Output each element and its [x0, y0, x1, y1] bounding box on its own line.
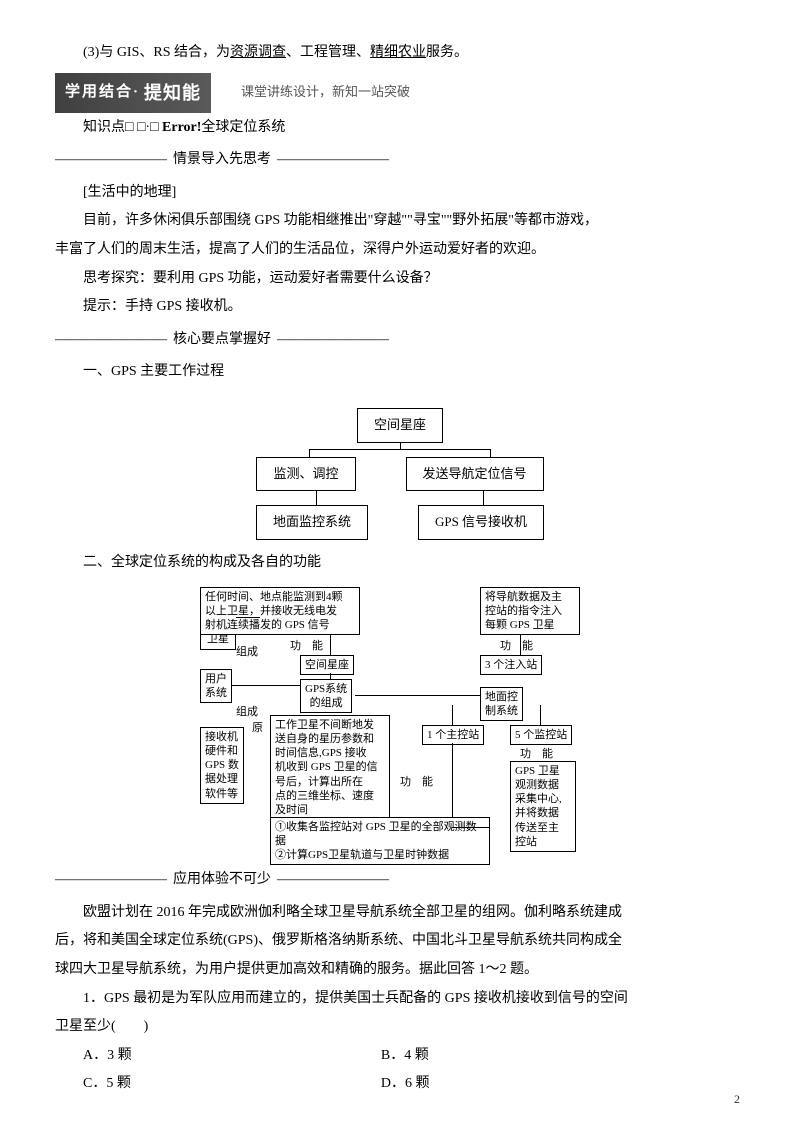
q1-opt-d[interactable]: D．6 颗 — [381, 1071, 679, 1098]
d1-box-5: GPS 信号接收机 — [418, 505, 544, 540]
sec1-title: 一、GPS 主要工作过程 — [55, 359, 745, 386]
d2-func-br: 功 能 — [520, 747, 553, 761]
d2-1master: 1 个主控站 — [422, 725, 484, 745]
marker: □ □·□ — [125, 120, 162, 135]
d2-func-l: 功 能 — [290, 639, 323, 653]
d2-space: 空间星座 — [300, 655, 354, 675]
d2-func-r: 功 能 — [500, 639, 533, 653]
d2-5monitor: 5 个监控站 — [510, 725, 572, 745]
knowledge-point-title: 知识点□ □·□ Error!全球定位系统 — [55, 115, 745, 142]
divider-1: ———————— 情景导入先思考 ———————— — [55, 147, 745, 174]
dash-r: ———————— — [277, 867, 389, 894]
d2-func-b: 功 能 — [400, 775, 433, 789]
d1-box-2: 监测、调控 — [256, 457, 355, 492]
banner-emphasis: 提知能 — [144, 76, 201, 110]
q1-opt-b[interactable]: B．4 颗 — [381, 1043, 679, 1070]
life-p1: 目前，许多休闲俱乐部围绕 GPS 功能相继推出"穿越""寻宝""野外拓展"等都市… — [55, 208, 745, 235]
d2-ground: 地面控制系统 — [480, 687, 523, 722]
d1-box-top: 空间星座 — [357, 408, 443, 443]
divider-2: ———————— 核心要点掌握好 ———————— — [55, 327, 745, 354]
life-q: 思考探究：要利用 GPS 功能，运动爱好者需要什么设备？ — [55, 266, 745, 293]
d2-compose-2: 组成 — [236, 705, 258, 719]
life-p2: 丰富了人们的周末生活，提高了人们的生活品位，深得户外运动爱好者的欢迎。 — [55, 237, 745, 264]
kp-suffix: 全球定位系统 — [201, 120, 285, 135]
banner-label: 学用结合· — [65, 78, 140, 107]
divider-3: ———————— 应用体验不可少 ———————— — [55, 867, 745, 894]
diagram-2: 6 个轨道24 颗卫星 任何时间、地点能监测到4颗以上卫星，并接收无线电发射机连… — [55, 587, 745, 858]
dash-r: ———————— — [277, 327, 389, 354]
d2-compose-1: 组成 — [236, 645, 258, 659]
sec2-title: 二、全球定位系统的构成及各自的功能 — [55, 550, 745, 577]
q1-stem-a: 1．GPS 最初是为军队应用而建立的，提供美国士兵配备的 GPS 接收机接收到信… — [55, 986, 745, 1013]
divider-label: 核心要点掌握好 — [173, 327, 271, 354]
passage-p1: 欧盟计划在 2016 年完成欧洲伽利略全球卫星导航系统全部卫星的组网。伽利略系统… — [55, 900, 745, 927]
d2-user: 用户系统 — [200, 669, 232, 704]
d2-gps-sys: GPS系统的组成 — [300, 679, 352, 714]
dash-l: ———————— — [55, 147, 167, 174]
kp-prefix: 知识点 — [83, 120, 125, 135]
intro-line-3: (3)与 GIS、RS 结合，为资源调查、工程管理、精细农业服务。 — [55, 40, 745, 67]
underline-2: 精细农业 — [370, 45, 426, 60]
q1-options: A．3 颗 B．4 颗 C．5 颗 D．6 颗 — [83, 1043, 745, 1100]
text: 、工程管理、 — [286, 45, 370, 60]
d2-work: 工作卫星不间断地发送自身的星历参数和时间信息,GPS 接收机收到 GPS 卫星的… — [270, 715, 390, 821]
error-text: Error! — [162, 120, 201, 135]
passage-p3: 球四大卫星导航系统，为用户提供更加高效和精确的服务。据此回答 1～2 题。 — [55, 957, 745, 984]
diagram-1: 空间星座 监测、调控 发送导航定位信号 地面监控系统 GPS 信号接收机 — [55, 396, 745, 540]
life-bracket: [生活中的地理] — [55, 180, 745, 207]
banner-sub: 课堂讲练设计，新知一站突破 — [241, 80, 410, 105]
d1-box-4: 地面监控系统 — [256, 505, 368, 540]
divider-label: 情景导入先思考 — [173, 147, 271, 174]
divider-label: 应用体验不可少 — [173, 867, 271, 894]
text: 服务。 — [426, 45, 468, 60]
q1-opt-c[interactable]: C．5 颗 — [83, 1071, 381, 1098]
page-number: 2 — [734, 1088, 740, 1111]
d2-inject-desc: 将导航数据及主控站的指令注入每颗 GPS 卫星 — [480, 587, 580, 636]
d2-receiver: 接收机硬件和GPS 数据处理软件等 — [200, 727, 244, 804]
passage-p2: 后，将和美国全球定位系统(GPS)、俄罗斯格洛纳斯系统、中国北斗卫星导航系统共同… — [55, 928, 745, 955]
section-banner: 学用结合· 提知能 课堂讲练设计，新知一站突破 — [55, 79, 745, 107]
d2-3inject: 3 个注入站 — [480, 655, 542, 675]
d2-anytime: 任何时间、地点能监测到4颗以上卫星，并接收无线电发射机连续播发的 GPS 信号 — [200, 587, 360, 636]
banner-dark: 学用结合· 提知能 — [55, 73, 211, 113]
text: (3)与 GIS、RS 结合，为 — [83, 45, 230, 60]
d2-collect: GPS 卫星观测数据采集中心,并将数据传送至主控站 — [510, 761, 576, 853]
dash-r: ———————— — [277, 147, 389, 174]
underline-1: 资源调查 — [230, 45, 286, 60]
life-a: 提示：手持 GPS 接收机。 — [55, 294, 745, 321]
dash-l: ———————— — [55, 327, 167, 354]
dash-l: ———————— — [55, 867, 167, 894]
q1-opt-a[interactable]: A．3 颗 — [83, 1043, 381, 1070]
d1-box-3: 发送导航定位信号 — [406, 457, 544, 492]
d2-bottom: ①收集各监控站对 GPS 卫星的全部观测数据②计算GPS卫星轨道与卫星时钟数据 — [270, 817, 490, 866]
q1-stem-b: 卫星至少( ) — [55, 1014, 745, 1041]
